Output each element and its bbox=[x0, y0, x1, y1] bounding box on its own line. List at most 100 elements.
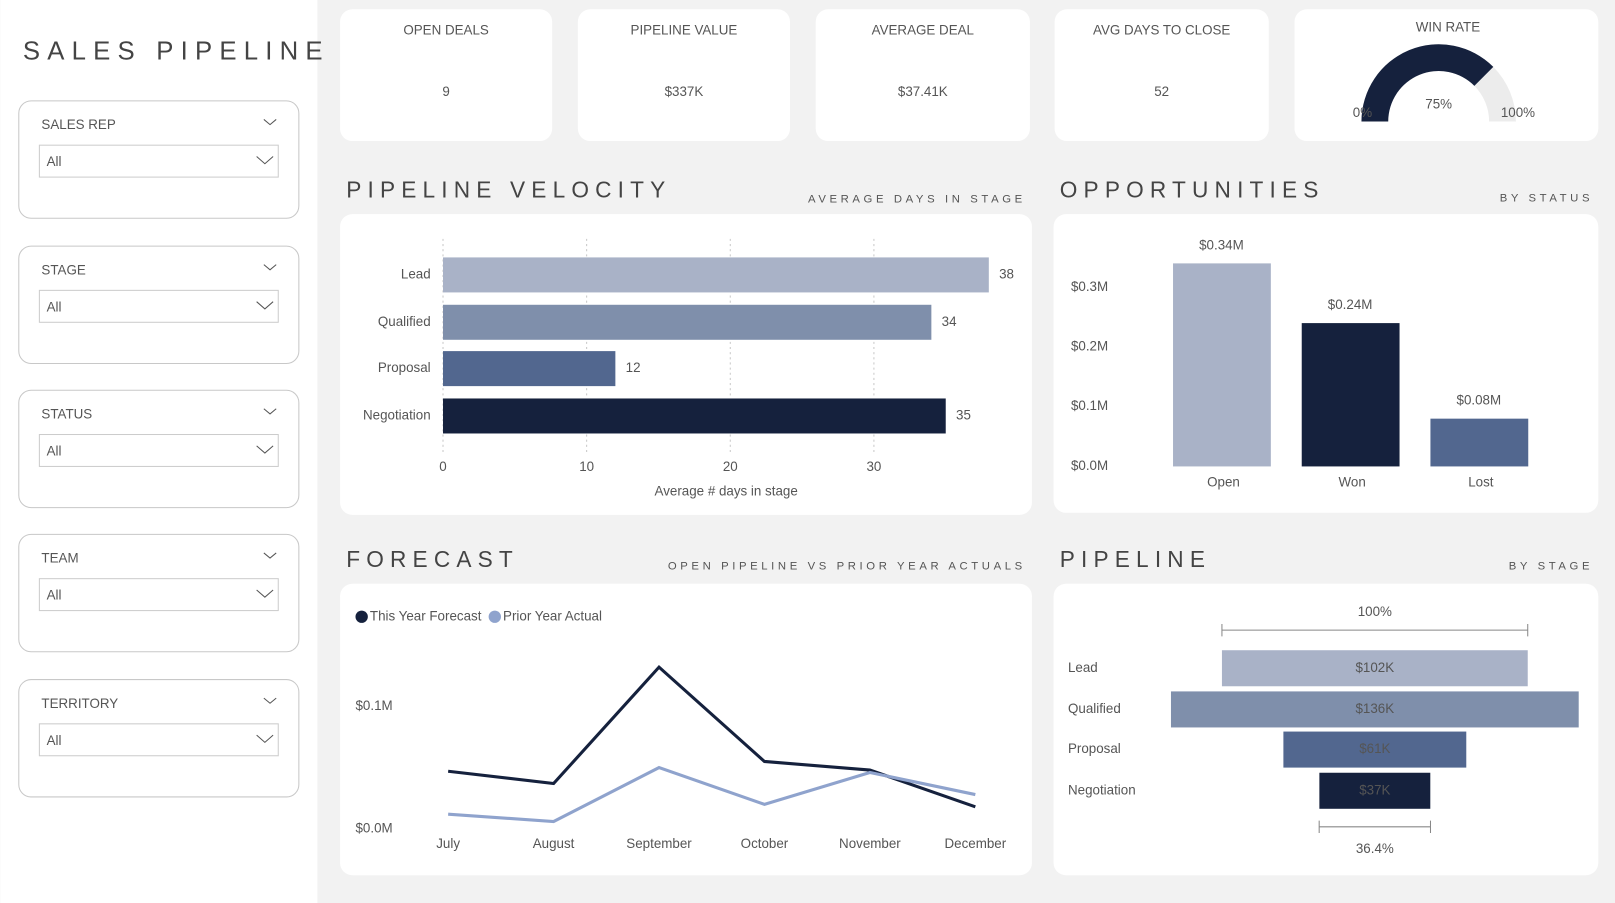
x-tick-label: July bbox=[436, 836, 460, 851]
gauge-tick-label: 100% bbox=[1501, 105, 1535, 120]
gauge-tick-label: 0% bbox=[1353, 105, 1372, 120]
card bbox=[815, 9, 1030, 142]
x-tick-label: 0 bbox=[439, 459, 446, 474]
value-label: $61K bbox=[1359, 741, 1390, 756]
value-label: $0.24M bbox=[1328, 297, 1373, 312]
card bbox=[1053, 583, 1599, 876]
dropdown-value: All bbox=[47, 299, 62, 314]
gauge-title: WIN RATE bbox=[1416, 19, 1480, 34]
funnel-bar bbox=[1319, 772, 1431, 809]
chevron bbox=[256, 301, 274, 310]
y-tick-label: $0.0M bbox=[355, 820, 392, 835]
dropdown[interactable] bbox=[38, 578, 279, 612]
kpi-label: AVG DAYS TO CLOSE bbox=[1093, 22, 1230, 37]
section-subtitle: AVERAGE DAYS IN STAGE bbox=[808, 194, 1026, 206]
chevron bbox=[256, 445, 274, 454]
y-tick-label: $0.1M bbox=[355, 698, 392, 713]
dropdown[interactable] bbox=[38, 144, 279, 178]
dropdown-value: All bbox=[47, 588, 62, 603]
value-label: $136K bbox=[1355, 701, 1394, 716]
bar bbox=[443, 398, 946, 434]
bar bbox=[443, 351, 616, 387]
filter-label: STATUS bbox=[41, 406, 92, 421]
conversion-label: 100% bbox=[1358, 604, 1392, 619]
dropdown-value: All bbox=[47, 733, 62, 748]
chevron bbox=[256, 589, 274, 598]
kpi-value: $337K bbox=[665, 84, 704, 99]
chevron bbox=[263, 697, 277, 704]
chevron bbox=[256, 156, 274, 165]
bracket bbox=[1318, 820, 1432, 833]
y-tick-label: Qualified bbox=[378, 314, 431, 329]
kpi-value: 52 bbox=[1154, 84, 1169, 99]
chevron bbox=[256, 734, 274, 744]
x-tick-label: November bbox=[839, 836, 901, 851]
category-label: Lead bbox=[1068, 660, 1098, 675]
section-subtitle: BY STATUS bbox=[1500, 193, 1593, 205]
legend-marker bbox=[355, 610, 368, 623]
y-tick-label: Lead bbox=[401, 266, 431, 281]
x-tick-label: December bbox=[944, 836, 1006, 851]
x-tick-label: Won bbox=[1339, 474, 1366, 489]
chevron bbox=[263, 119, 277, 126]
value-label: $0.34M bbox=[1199, 237, 1244, 252]
bar bbox=[1173, 263, 1271, 467]
bar bbox=[443, 257, 989, 293]
value-label: 12 bbox=[626, 360, 641, 375]
x-tick-label: Open bbox=[1207, 474, 1240, 489]
legend-marker bbox=[488, 610, 501, 623]
charts: WIN RATE 75% 0% 100% PIPELINE VELOCITY AVERAG… bbox=[346, 19, 1593, 856]
line bbox=[448, 765, 976, 824]
page-title: SALES PIPELINE bbox=[23, 37, 330, 65]
y-tick-label: $0.0M bbox=[1071, 458, 1108, 473]
section-title: FORECAST bbox=[346, 546, 519, 572]
chevron bbox=[263, 552, 277, 559]
card bbox=[340, 583, 1032, 876]
funnel-bar bbox=[1283, 731, 1467, 768]
x-tick-label: 30 bbox=[866, 459, 881, 474]
gauge-value-label: 75% bbox=[1425, 97, 1452, 112]
filter-label: STAGE bbox=[41, 262, 85, 277]
filter-label: SALES REP bbox=[41, 117, 115, 132]
y-tick-label: Proposal bbox=[378, 360, 431, 375]
dropdown[interactable] bbox=[38, 433, 279, 467]
card bbox=[1054, 9, 1269, 142]
value-label: 35 bbox=[956, 408, 971, 423]
funnel-bar bbox=[1170, 691, 1579, 728]
y-tick-label: $0.3M bbox=[1071, 279, 1108, 294]
chevron bbox=[263, 264, 277, 271]
chevron bbox=[263, 408, 277, 415]
x-axis-title: Average # days in stage bbox=[655, 484, 798, 499]
value-label: $37K bbox=[1359, 782, 1390, 797]
filters: SALES REP All STAGE All STATUS All TEAM All TERR… bbox=[18, 100, 300, 798]
filter-label: TEAM bbox=[41, 551, 78, 566]
x-tick-label: September bbox=[626, 836, 692, 851]
section-title: PIPELINE bbox=[1060, 546, 1211, 572]
bar bbox=[1430, 418, 1529, 467]
x-tick-label: Lost bbox=[1468, 474, 1494, 489]
bar bbox=[443, 304, 932, 340]
value-label: $0.08M bbox=[1457, 393, 1502, 408]
kpi-value: 9 bbox=[442, 84, 449, 99]
section-title: PIPELINE VELOCITY bbox=[346, 176, 671, 202]
x-tick-label: 20 bbox=[723, 459, 738, 474]
card bbox=[577, 9, 790, 142]
category-label: Qualified bbox=[1068, 701, 1121, 716]
section-subtitle: BY STAGE bbox=[1509, 560, 1593, 572]
dropdown[interactable] bbox=[38, 723, 279, 757]
dropdown-value: All bbox=[47, 154, 62, 169]
x-tick-label: October bbox=[741, 836, 789, 851]
filter-label: TERRITORY bbox=[41, 696, 118, 711]
legend-label: This Year Forecast bbox=[370, 608, 482, 623]
value-label: $102K bbox=[1355, 660, 1394, 675]
y-tick-label: $0.2M bbox=[1071, 339, 1108, 354]
kpi-label: AVERAGE DEAL bbox=[872, 22, 974, 37]
dropdown[interactable] bbox=[38, 289, 279, 323]
x-tick-label: 10 bbox=[579, 459, 594, 474]
kpi-label: PIPELINE VALUE bbox=[631, 22, 738, 37]
bracket bbox=[1221, 623, 1529, 637]
conversion-label: 36.4% bbox=[1356, 841, 1394, 856]
kpi-label: OPEN DEALS bbox=[403, 22, 489, 37]
category-label: Negotiation bbox=[1068, 782, 1136, 797]
